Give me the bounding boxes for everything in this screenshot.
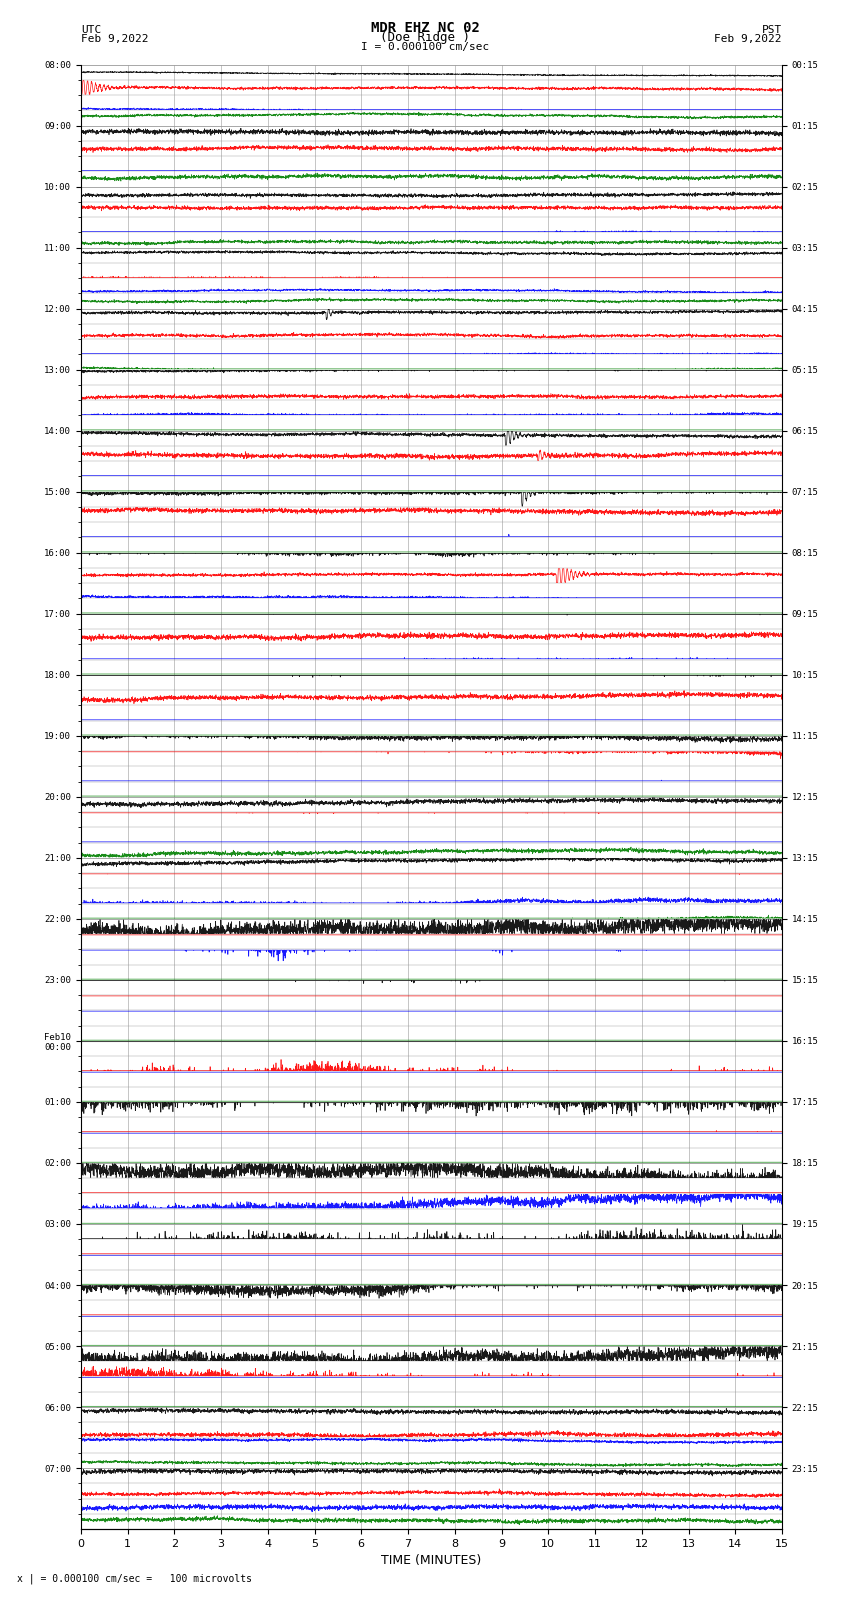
- Text: Feb 9,2022: Feb 9,2022: [715, 34, 782, 44]
- Text: (Doe Ridge ): (Doe Ridge ): [380, 31, 470, 44]
- Text: PST: PST: [762, 24, 782, 35]
- Text: Feb 9,2022: Feb 9,2022: [81, 34, 148, 44]
- Text: I = 0.000100 cm/sec: I = 0.000100 cm/sec: [361, 42, 489, 52]
- Text: x | = 0.000100 cm/sec =   100 microvolts: x | = 0.000100 cm/sec = 100 microvolts: [17, 1573, 252, 1584]
- Text: UTC: UTC: [81, 24, 101, 35]
- Text: MDR EHZ NC 02: MDR EHZ NC 02: [371, 21, 479, 35]
- X-axis label: TIME (MINUTES): TIME (MINUTES): [382, 1555, 481, 1568]
